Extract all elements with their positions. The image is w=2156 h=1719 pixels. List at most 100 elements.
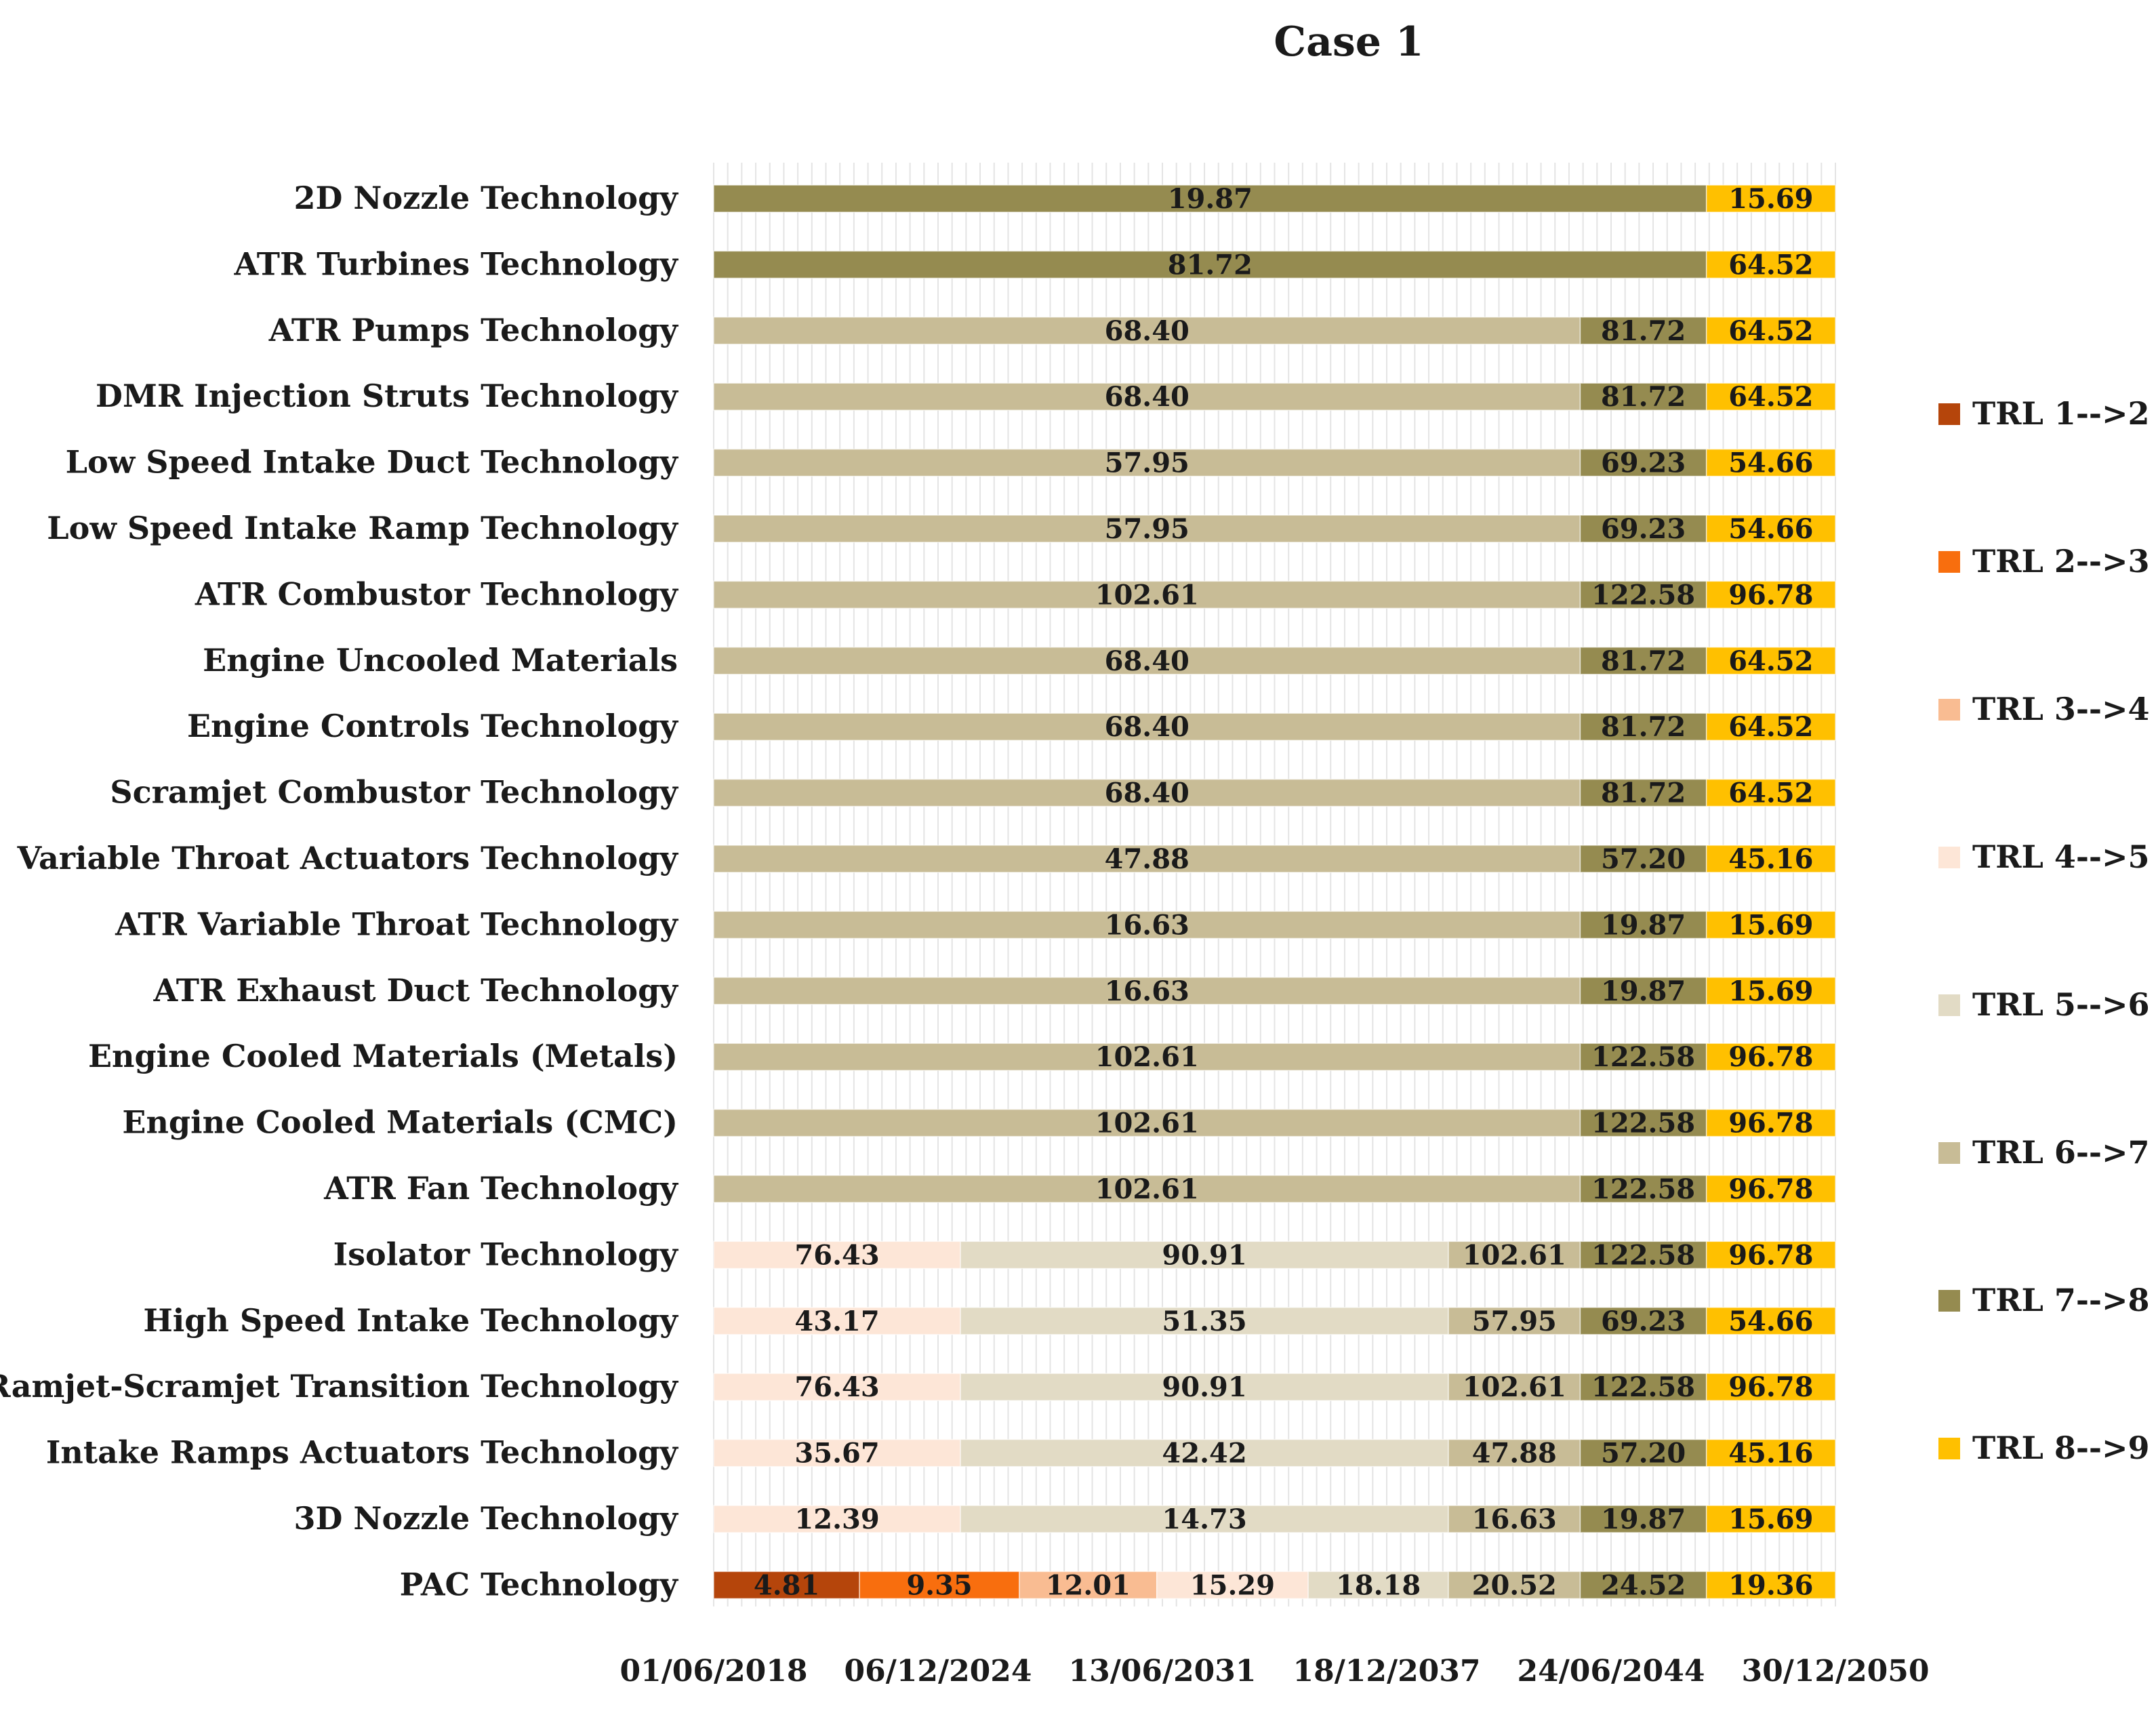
bar-segment-trl-6-7: [713, 910, 1581, 939]
data-label: 76.43: [794, 1371, 879, 1403]
bar-segment-trl-7-8: [1579, 317, 1707, 345]
bar-segment-trl-8-9: [1705, 977, 1836, 1005]
bar-segment-trl-6-7: [713, 1175, 1581, 1203]
category-label-atr-pumps-technology: ATR Pumps Technology: [268, 312, 679, 348]
data-label: 81.72: [1601, 777, 1686, 809]
legend: TRL 1-->2 TRL 2-->3 TRL 3-->4 TRL 4-->5 TRL …: [1938, 395, 2150, 1466]
data-label: 16.63: [1472, 1503, 1557, 1535]
data-label: 43.17: [794, 1306, 879, 1337]
data-label: 57.95: [1105, 513, 1189, 545]
bar-segment-trl-7-8: [1579, 910, 1707, 939]
data-label: 81.72: [1601, 711, 1686, 743]
bar-segment-trl-8-9: [1705, 448, 1836, 477]
bar-row-low-speed-intake-ramp-technology: 57.95 69.23 54.66: [713, 513, 1836, 545]
bar-row-variable-throat-actuators-technology: 47.88 57.20 45.16: [713, 843, 1836, 875]
legend-item-trl-2-3: TRL 2-->3: [1938, 543, 2150, 580]
data-label: 19.87: [1168, 183, 1253, 215]
bar-segment-trl-6-7: [1448, 1373, 1581, 1401]
bar-segment-trl-6-7: [713, 580, 1581, 609]
bar-row-2d-nozzle-technology: 19.87 15.69: [713, 183, 1836, 215]
category-label-atr-fan-technology: ATR Fan Technology: [323, 1170, 678, 1207]
bar-segment-trl-6-7: [1448, 1438, 1581, 1468]
data-label: 19.87: [1601, 909, 1686, 941]
data-label: 57.95: [1105, 447, 1189, 479]
bar-segment-trl-7-8: [1579, 1438, 1707, 1468]
category-label-dmr-injection-struts-technology: DMR Injection Struts Technology: [96, 378, 678, 414]
x-axis-ticks: 01/06/2018 06/12/2024 13/06/2031 18/12/2037…: [619, 1654, 1929, 1688]
bar-segment-trl-2-3: [859, 1571, 1020, 1600]
data-label: 102.61: [1095, 1041, 1199, 1073]
data-label: 19.36: [1728, 1569, 1813, 1601]
data-label: 69.23: [1601, 447, 1686, 479]
data-label: 68.40: [1105, 777, 1189, 809]
category-label-engine-cooled-materials-metals: Engine Cooled Materials (Metals): [88, 1038, 678, 1074]
x-tick-label: 30/12/2050: [1741, 1654, 1929, 1688]
bar-segment-trl-7-8: [1579, 647, 1707, 675]
bar-segment-trl-6-7: [713, 1043, 1581, 1071]
bar-row-ramjet-scramjet-transition-technology: 76.43 90.91 102.61 122.58 96.78: [713, 1371, 1836, 1403]
x-tick-label: 18/12/2037: [1293, 1654, 1480, 1688]
bar-segment-trl-6-7: [1448, 1307, 1581, 1335]
category-label-low-speed-intake-duct-technology: Low Speed Intake Duct Technology: [66, 444, 679, 481]
data-label: 102.61: [1095, 579, 1199, 611]
legend-label: TRL 5-->6: [1972, 986, 2150, 1023]
bar-row-atr-variable-throat-technology: 16.63 19.87 15.69: [713, 909, 1836, 941]
data-label: 57.20: [1601, 1438, 1686, 1470]
bar-segment-trl-4-5: [713, 1505, 961, 1533]
data-label: 102.61: [1095, 1173, 1199, 1205]
data-label: 54.66: [1728, 513, 1813, 545]
data-label: 51.35: [1162, 1306, 1246, 1337]
data-label: 19.87: [1601, 1503, 1686, 1535]
bar-segment-trl-7-8: [1579, 845, 1707, 873]
legend-swatch: [1938, 847, 1960, 868]
legend-swatch: [1938, 403, 1960, 425]
data-label: 122.58: [1591, 579, 1695, 611]
bar-segment-trl-7-8: [1579, 1505, 1707, 1533]
bar-segment-trl-7-8: [1579, 382, 1707, 411]
legend-item-trl-8-9: TRL 8-->9: [1938, 1430, 2150, 1466]
data-label: 57.95: [1472, 1306, 1557, 1337]
bar-segment-trl-6-7: [1448, 1505, 1581, 1533]
bar-segment-trl-7-8: [1579, 778, 1707, 807]
bar-segment-trl-7-8: [1579, 1373, 1707, 1401]
data-label: 122.58: [1591, 1108, 1695, 1139]
x-tick-label: 24/06/2044: [1517, 1654, 1705, 1688]
data-label: 16.63: [1105, 909, 1189, 941]
data-label: 81.72: [1601, 315, 1686, 347]
data-label: 57.20: [1601, 843, 1686, 875]
legend-label: TRL 8-->9: [1972, 1430, 2150, 1466]
bar-segment-trl-6-7: [713, 382, 1581, 411]
bar-segment-trl-8-9: [1705, 1108, 1836, 1137]
data-label: 90.91: [1162, 1371, 1246, 1403]
bar-row-atr-fan-technology: 102.61 122.58 96.78: [713, 1173, 1836, 1205]
bar-segment-trl-6-7: [713, 448, 1581, 477]
bar-row-engine-cooled-materials-cmc: 102.61 122.58 96.78: [713, 1108, 1836, 1139]
bar-segment-trl-8-9: [1705, 1307, 1836, 1335]
bar-row-atr-combustor-technology: 102.61 122.58 96.78: [713, 579, 1836, 611]
bar-segment-trl-7-8: [713, 250, 1707, 279]
bar-segment-trl-5-6: [960, 1505, 1449, 1533]
bar-row-pac-technology: 4.81 9.35 12.01 15.29 18.18 20.52 24.52 19.36: [713, 1569, 1836, 1601]
data-label: 122.58: [1591, 1239, 1695, 1271]
bar-segment-trl-5-6: [1307, 1571, 1449, 1600]
bar-segment-trl-7-8: [1579, 514, 1707, 543]
bar-segment-trl-8-9: [1705, 184, 1836, 213]
legend-swatch: [1938, 699, 1960, 721]
bar-segment-trl-4-5: [713, 1240, 961, 1270]
bar-segment-trl-8-9: [1705, 712, 1836, 741]
bar-segment-trl-8-9: [1705, 778, 1836, 807]
data-label: 122.58: [1591, 1041, 1695, 1073]
legend-item-trl-1-2: TRL 1-->2: [1938, 395, 2150, 432]
bar-segment-trl-7-8: [1579, 1571, 1707, 1600]
bar-segment-trl-8-9: [1705, 1438, 1836, 1468]
data-label: 14.73: [1162, 1503, 1246, 1535]
data-label: 15.69: [1728, 909, 1813, 941]
bar-segment-trl-6-7: [713, 647, 1581, 675]
category-label-atr-combustor-technology: ATR Combustor Technology: [195, 575, 678, 612]
data-label: 64.52: [1728, 777, 1813, 809]
bar-segment-trl-8-9: [1705, 845, 1836, 873]
category-label-isolator-technology: Isolator Technology: [333, 1236, 679, 1272]
bar-segment-trl-8-9: [1705, 250, 1836, 279]
data-label: 68.40: [1105, 315, 1189, 347]
